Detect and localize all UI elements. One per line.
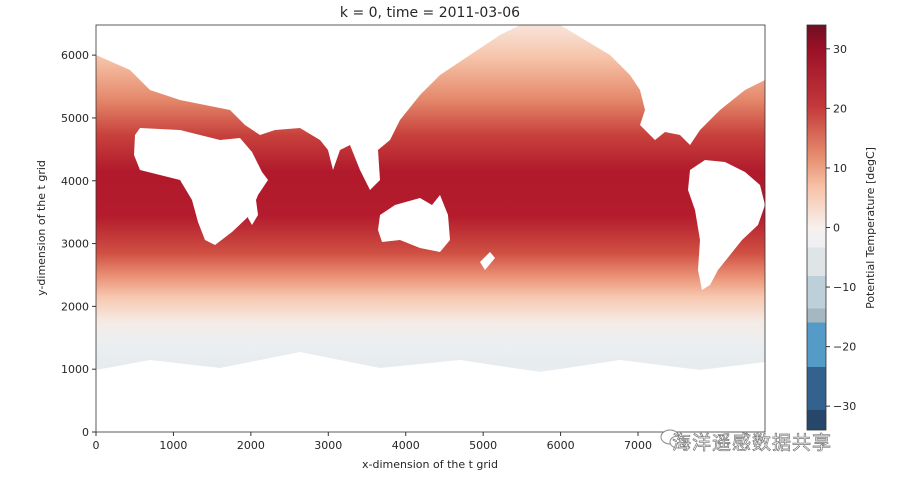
x-tick-label: 3000 [314, 439, 342, 452]
y-tick-label: 3000 [61, 238, 89, 251]
y-tick-label: 2000 [61, 300, 89, 313]
antarctica-landmass [96, 352, 765, 432]
colorbar-tick-label: −30 [833, 400, 856, 413]
watermark-text: 海洋遥感数据共享 [672, 432, 833, 455]
colorbar-tick-label: 30 [833, 43, 847, 56]
x-tick-label: 7000 [624, 439, 652, 452]
colorbar-gradient [806, 24, 827, 431]
y-tick-label: 1000 [61, 363, 89, 376]
colorbar-tick-label: −20 [833, 341, 856, 354]
colorbar: 30 20 10 0 −10 −20 −30 Potential Temperature [… [806, 24, 877, 431]
colorbar-tick-label: 20 [833, 102, 847, 115]
y-tick-label: 6000 [61, 49, 89, 62]
plot-area [95, 24, 766, 433]
colorbar-tick-label: −10 [833, 281, 856, 294]
colorbar-label: Potential Temperature [degC] [864, 147, 877, 309]
colorbar-tick-label: 10 [833, 162, 847, 175]
x-tick-label: 4000 [392, 439, 420, 452]
new-zealand-landmass [480, 252, 495, 270]
y-axis-label: y-dimension of the t grid [35, 160, 48, 296]
madagascar-landmass [248, 200, 258, 225]
plot-frame [95, 24, 766, 433]
y-tick-label: 5000 [61, 112, 89, 125]
australia-landmass [378, 195, 450, 252]
x-axis-label: x-dimension of the t grid [362, 458, 498, 471]
colorbar-tick-label: 0 [833, 222, 840, 235]
eurasia-landmass [96, 25, 520, 190]
y-tick-label: 4000 [61, 175, 89, 188]
x-tick-label: 0 [93, 439, 100, 452]
y-tick-label: 0 [82, 426, 89, 439]
y-axis: 0 1000 2000 3000 4000 5000 6000 [61, 49, 96, 439]
africa-landmass [134, 128, 268, 245]
north-america-landmass [560, 25, 765, 145]
x-tick-label: 6000 [547, 439, 575, 452]
x-tick-label: 2000 [237, 439, 265, 452]
x-axis: 0 1000 2000 3000 4000 5000 6000 7000 [93, 432, 652, 452]
x-tick-label: 1000 [159, 439, 187, 452]
chart-title: k = 0, time = 2011-03-06 [340, 5, 520, 21]
land-mask [96, 25, 765, 432]
wechat-icon [660, 429, 687, 449]
x-tick-label: 5000 [469, 439, 497, 452]
south-america-landmass [688, 160, 765, 290]
